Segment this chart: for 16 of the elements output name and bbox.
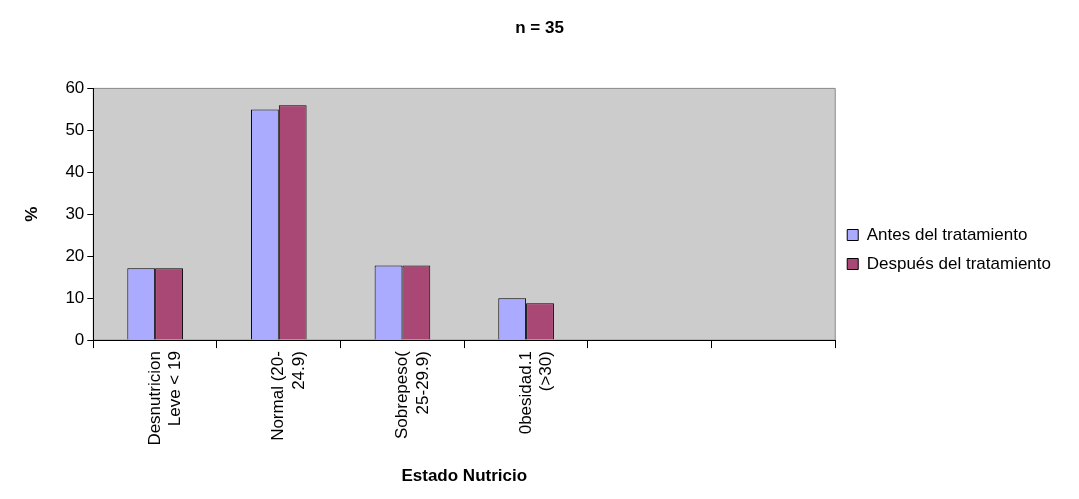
y-tick-label: 60 <box>65 78 85 98</box>
y-axis-title: % <box>21 206 41 222</box>
y-tick-label: 40 <box>65 161 85 181</box>
y-tick-label: 30 <box>65 203 85 223</box>
x-tick-label: 0besidad.1 (>30) <box>515 351 556 435</box>
x-tick-label: Desnutricion Leve < 19 <box>144 351 185 446</box>
y-tick-label: 10 <box>65 287 85 307</box>
legend-label: Antes del tratamiento <box>866 224 1028 244</box>
chart-title: n = 35 <box>515 17 564 37</box>
x-axis-title: Estado Nutricio <box>401 466 528 486</box>
y-tick-label: 0 <box>74 329 85 349</box>
y-tick-label: 50 <box>65 120 85 140</box>
x-tick-label: Sobrepeso(25-29.9) <box>392 350 432 439</box>
legend-label: Después del tratamiento <box>866 253 1052 273</box>
y-tick-label: 20 <box>65 245 85 265</box>
x-tick-label: Normal (20-24.9) <box>268 351 308 441</box>
